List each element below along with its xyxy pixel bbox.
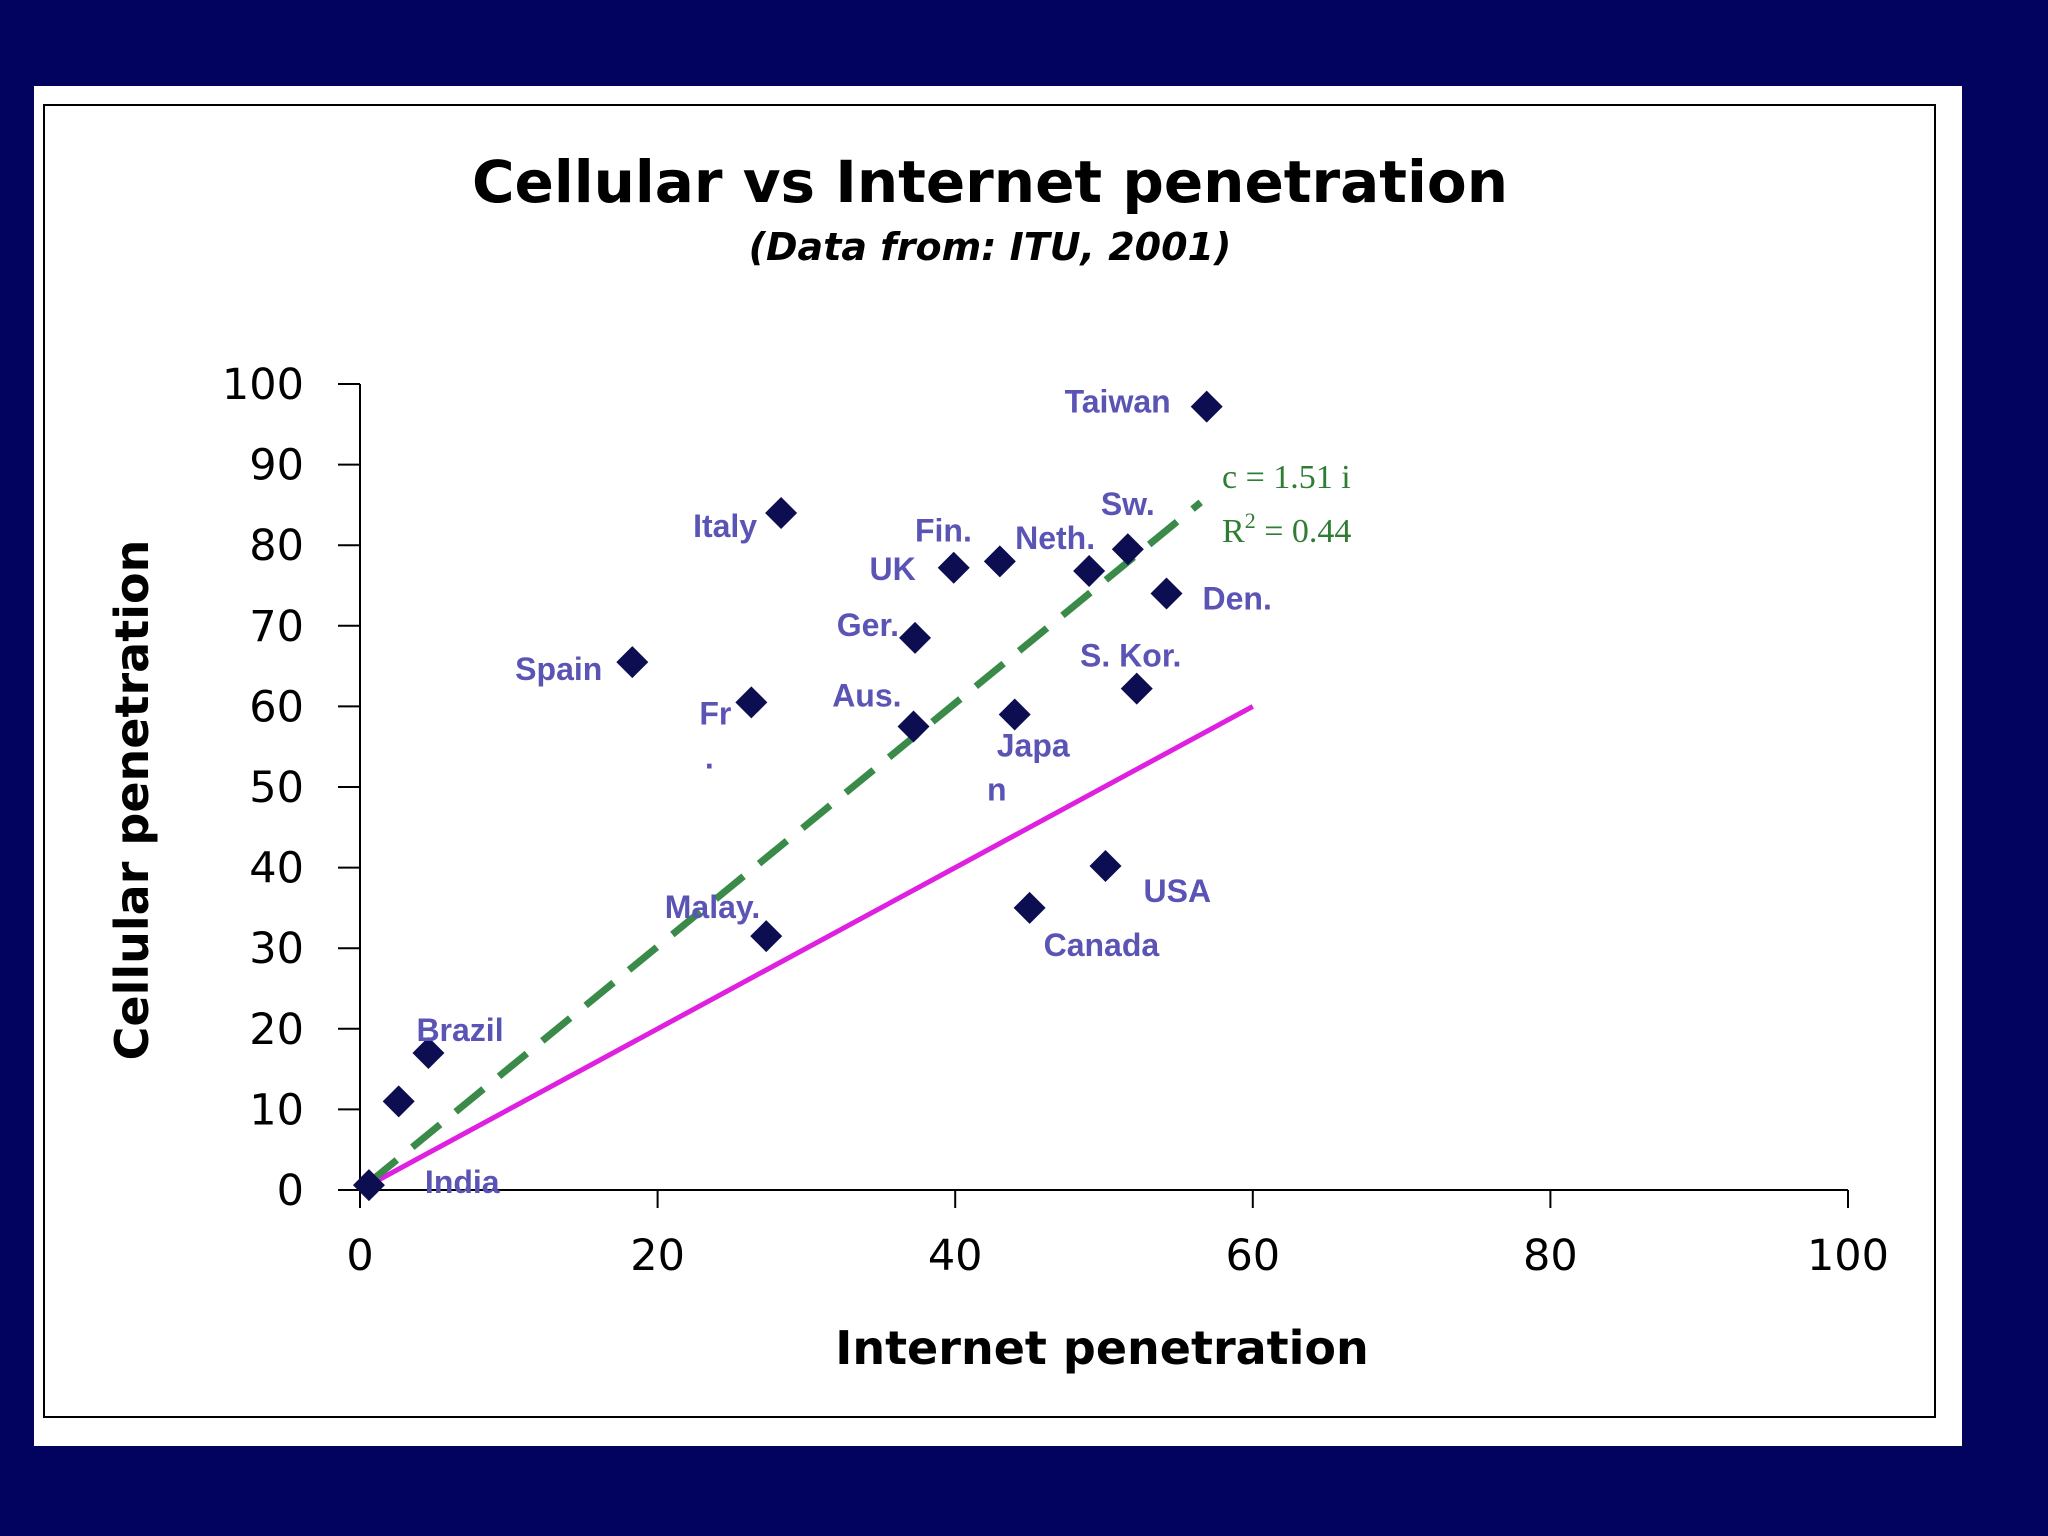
marker-sweden <box>1111 533 1144 566</box>
x-tick-label: 0 <box>346 1231 373 1281</box>
y-tick-label: 90 <box>249 441 304 491</box>
marker-japan <box>998 698 1031 731</box>
marker-denmark <box>1150 577 1183 610</box>
marker-canada <box>1013 891 1046 924</box>
y-tick-label: 100 <box>222 360 304 410</box>
reference-line <box>358 704 1254 1193</box>
y-tick-label: 80 <box>249 521 304 571</box>
axis-ticks: 0 10 20 30 40 50 60 70 80 90 100 0 20 40 60 80 100 <box>222 360 1889 1281</box>
marker-italy <box>765 496 798 529</box>
point-labels: India Brazil Spain Fr. Malay. Italy Aus. Ger. UK… <box>416 384 1271 1201</box>
label-canada: Canada <box>1044 927 1160 963</box>
label-india: India <box>425 1164 500 1200</box>
marker-finland <box>983 545 1016 578</box>
r-squared-superscript: 2 <box>1245 508 1256 533</box>
marker-brazil <box>412 1036 445 1069</box>
data-points <box>352 390 1223 1202</box>
y-tick-label: 40 <box>249 844 304 894</box>
marker-france <box>735 686 768 719</box>
marker-south-korea <box>1120 672 1153 705</box>
label-france-cont: . <box>705 739 714 775</box>
label-malaysia: Malay. <box>665 889 760 925</box>
label-netherlands: Neth. <box>1015 520 1095 556</box>
label-taiwan: Taiwan <box>1065 384 1171 420</box>
label-finland: Fin. <box>915 512 972 548</box>
label-japan-cont: n <box>987 771 1007 807</box>
fit-equation: c = 1.51 i <box>1222 459 1351 496</box>
chart-panel <box>34 86 1962 1446</box>
marker-taiwan <box>1190 390 1223 423</box>
y-tick-label: 70 <box>249 602 304 652</box>
label-south-korea: S. Kor. <box>1080 638 1181 674</box>
r-squared: R2 = 0.44 <box>1222 508 1351 550</box>
r-squared-prefix: R <box>1222 513 1245 550</box>
marker-usa <box>1089 849 1122 882</box>
y-tick-label: 30 <box>249 924 304 974</box>
label-usa: USA <box>1143 873 1211 909</box>
fit-line <box>366 499 1203 1186</box>
x-tick-label: 80 <box>1523 1231 1578 1281</box>
label-denmark: Den. <box>1202 581 1271 617</box>
label-australia: Aus. <box>832 678 901 714</box>
y-tick-label: 0 <box>277 1166 304 1216</box>
x-axis-label: Internet penetration <box>835 1321 1369 1375</box>
y-tick-label: 60 <box>249 682 304 732</box>
label-japan: Japa <box>997 727 1070 763</box>
label-germany: Ger. <box>837 607 899 643</box>
label-italy: Italy <box>693 508 757 544</box>
chart-frame <box>43 104 1936 1418</box>
x-tick-label: 100 <box>1807 1231 1889 1281</box>
x-tick-label: 40 <box>928 1231 983 1281</box>
label-sweden: Sw. <box>1101 486 1155 522</box>
marker-netherlands <box>1073 554 1106 587</box>
marker-spain <box>616 646 649 679</box>
marker-germany <box>899 621 932 654</box>
marker-malaysia <box>750 920 783 953</box>
label-france: Fr <box>699 695 731 731</box>
y-tick-label: 50 <box>249 763 304 813</box>
y-tick-label: 20 <box>249 1005 304 1055</box>
chart-title: Cellular vs Internet penetration <box>472 148 1508 216</box>
r-squared-value: = 0.44 <box>1256 513 1352 550</box>
marker-point-2 <box>382 1085 415 1118</box>
x-tick-label: 20 <box>630 1231 685 1281</box>
label-uk: UK <box>869 551 915 587</box>
x-tick-label: 60 <box>1225 1231 1280 1281</box>
marker-india <box>352 1169 385 1202</box>
chart-subtitle: (Data from: ITU, 2001) <box>749 225 1232 269</box>
label-spain: Spain <box>515 651 602 687</box>
y-axis-label: Cellular penetration <box>105 540 159 1061</box>
marker-australia <box>897 710 930 743</box>
y-tick-label: 10 <box>249 1085 304 1135</box>
marker-uk <box>937 551 970 584</box>
label-brazil: Brazil <box>416 1012 503 1048</box>
